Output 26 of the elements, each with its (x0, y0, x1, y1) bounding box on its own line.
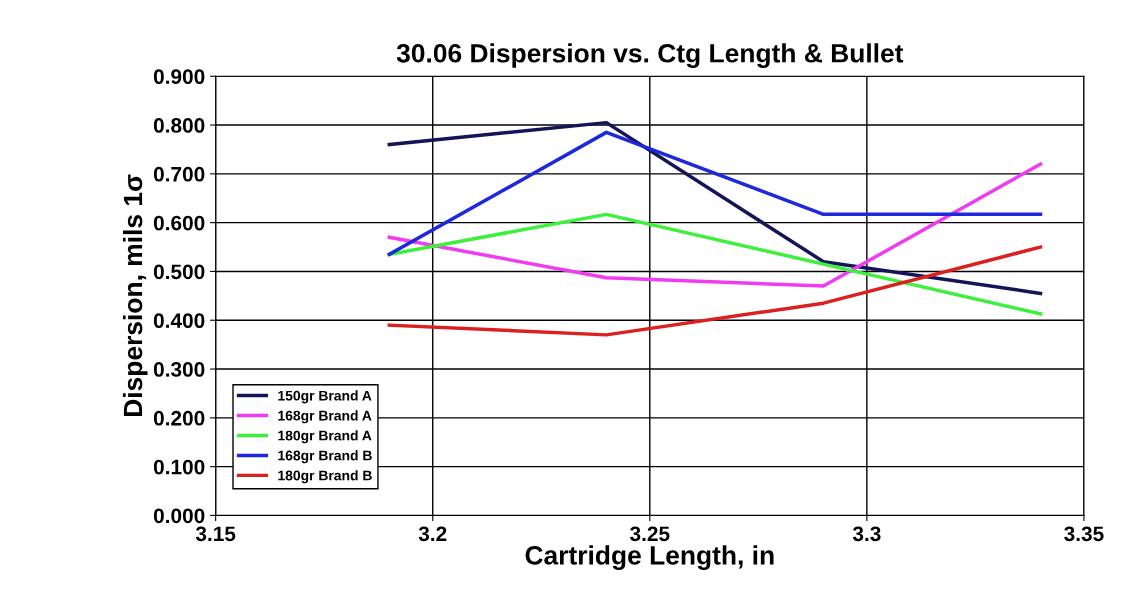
x-axis-title: Cartridge Length, in (525, 545, 774, 570)
legend-label: 180gr Brand B (278, 470, 372, 484)
y-tick-label: 0.300 (153, 362, 205, 377)
y-tick-label: 0.800 (153, 118, 205, 133)
x-tick-label: 3.3 (852, 526, 881, 542)
line-series (387, 162, 1043, 288)
y-tick-label: 0.100 (153, 459, 205, 475)
x-tick-label: 3.25 (629, 526, 670, 542)
y-tick-label: 0.900 (153, 69, 205, 84)
x-tick-label: 3.2 (418, 526, 447, 542)
x-tick-label: 3.35 (1064, 526, 1104, 542)
line-series (387, 245, 1043, 337)
legend-label: 168gr Brand A (278, 410, 372, 424)
y-tick-label: 0.000 (153, 508, 205, 524)
x-tick-label: 3.15 (195, 526, 236, 542)
y-tick-label: 0.500 (153, 264, 205, 280)
y-tick-label: 0.600 (153, 215, 205, 231)
y-tick-label: 0.200 (153, 410, 205, 426)
legend-label: 150gr Brand A (278, 390, 372, 404)
y-tick-label: 0.700 (153, 166, 205, 182)
legend-label: 180gr Brand A (278, 430, 372, 444)
y-axis-title: Dispersion, mils 1σ (122, 174, 148, 417)
line-series (387, 120, 1043, 296)
y-tick-label: 0.400 (153, 313, 205, 328)
chart-title: 30.06 Dispersion vs. Ctg Length & Bullet (396, 43, 904, 68)
legend-label: 168gr Brand B (278, 450, 372, 464)
